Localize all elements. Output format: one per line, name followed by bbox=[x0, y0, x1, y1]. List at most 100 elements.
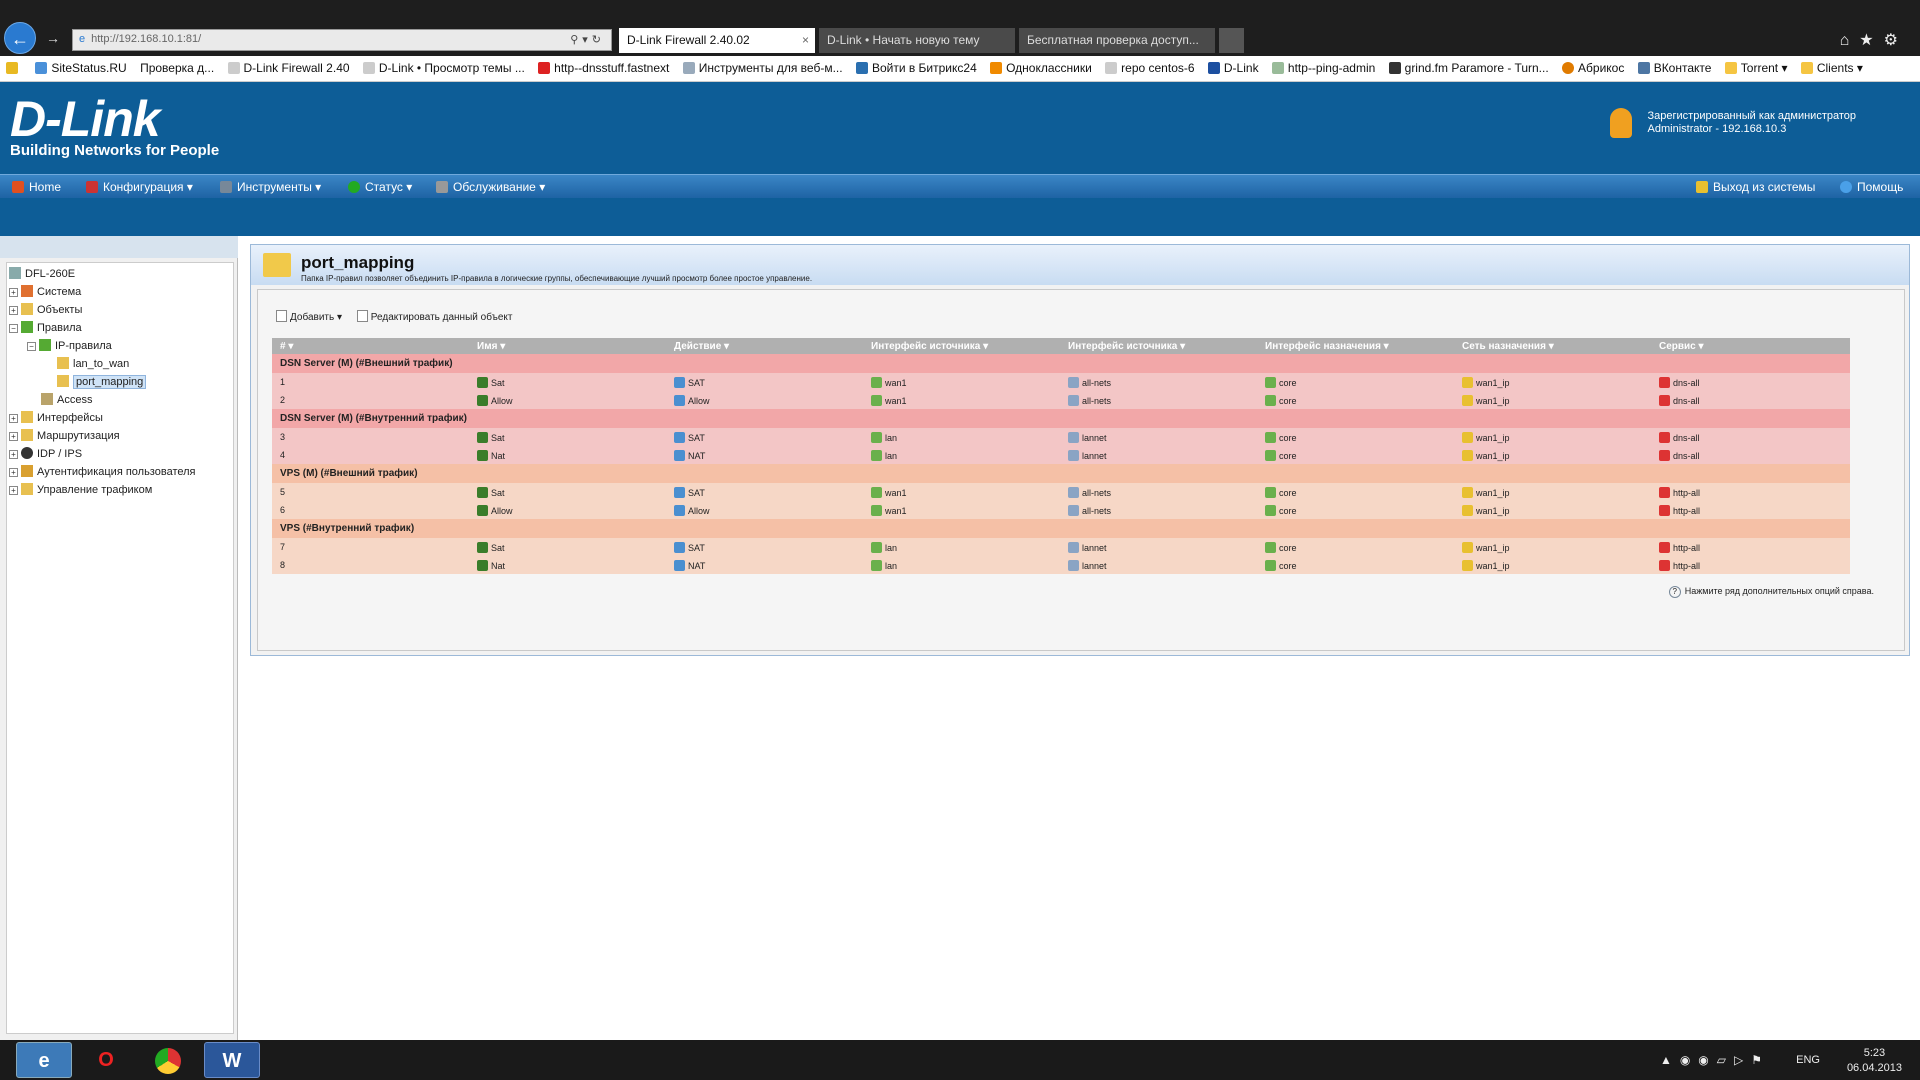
group-row[interactable]: VPS (M) (#Внешний трафик) bbox=[272, 464, 1850, 483]
col-service[interactable]: Сервис ▾ bbox=[1651, 338, 1850, 354]
tree-routing[interactable]: + Маршрутизация bbox=[9, 429, 120, 442]
fav-item[interactable]: SiteStatus.RU bbox=[29, 56, 130, 75]
tree-traffic[interactable]: + Управление трафиком bbox=[9, 483, 152, 496]
col-number[interactable]: # ▾ bbox=[272, 338, 469, 354]
rule-number-cell: 8 bbox=[272, 556, 469, 574]
fav-item[interactable]: Одноклассники bbox=[984, 56, 1096, 75]
col-action[interactable]: Действие ▾ bbox=[666, 338, 863, 354]
table-row[interactable]: 5 Sat SAT wan1 all-nets core wan1_ip http-all bbox=[272, 483, 1850, 501]
fav-item[interactable]: Абрикос bbox=[1556, 56, 1628, 75]
tree-rules[interactable]: − Правила bbox=[9, 321, 82, 334]
table-row[interactable]: 1 Sat SAT wan1 all-nets core wan1_ip dns-all bbox=[272, 373, 1850, 391]
col-name[interactable]: Имя ▾ bbox=[469, 338, 666, 354]
ip-address-icon bbox=[1462, 504, 1473, 516]
tree-access[interactable]: Access bbox=[41, 393, 92, 406]
tab-dlink-firewall[interactable]: D-Link Firewall 2.40.02 × bbox=[619, 28, 815, 53]
expand-icon[interactable]: + bbox=[9, 414, 18, 423]
rule-service-cell: dns-all bbox=[1651, 373, 1850, 391]
col-source-interface[interactable]: Интерфейс источника ▾ bbox=[863, 338, 1060, 354]
rule-source-interface-cell: lan bbox=[863, 446, 1060, 464]
tree-idp-ips[interactable]: + IDP / IPS bbox=[9, 447, 82, 460]
interface-icon bbox=[1265, 431, 1276, 443]
tree-ip-rules[interactable]: − IP-правила bbox=[27, 339, 112, 352]
fav-item[interactable]: http--ping-admin bbox=[1266, 56, 1379, 75]
rule-destination-interface: core bbox=[1279, 542, 1297, 553]
fav-item[interactable]: Clients ▾ bbox=[1795, 56, 1867, 75]
menu-status[interactable]: Статус ▾ bbox=[348, 180, 412, 194]
new-tab-button[interactable] bbox=[1219, 28, 1244, 53]
tab-free-check[interactable]: Бесплатная проверка доступ... bbox=[1019, 28, 1215, 53]
forward-arrow-icon[interactable]: → bbox=[46, 30, 60, 46]
tree-system[interactable]: + Система bbox=[9, 285, 81, 298]
fav-item[interactable]: Torrent ▾ bbox=[1719, 56, 1792, 75]
menu-home[interactable]: Home bbox=[12, 180, 61, 194]
fav-item[interactable]: Инструменты для веб-м... bbox=[677, 56, 847, 75]
chrome-taskbar-icon[interactable] bbox=[140, 1042, 196, 1078]
tree-interfaces[interactable]: + Интерфейсы bbox=[9, 411, 103, 424]
menu-maintenance[interactable]: Обслуживание ▾ bbox=[436, 180, 545, 194]
collapse-icon[interactable]: − bbox=[9, 324, 18, 333]
fav-item[interactable]: Войти в Битрикс24 bbox=[850, 56, 981, 75]
fav-item[interactable]: http--dnsstuff.fastnext bbox=[532, 56, 673, 75]
fav-item[interactable]: ВКонтакте bbox=[1632, 56, 1716, 75]
address-bar[interactable]: e http://192.168.10.1:81/ ⚲▾↻ bbox=[72, 29, 612, 51]
tree-objects[interactable]: + Объекты bbox=[9, 303, 82, 316]
tab-dlink-new-topic[interactable]: D-Link • Начать новую тему bbox=[819, 28, 1015, 53]
group-row[interactable]: VPS (#Внутренний трафик) bbox=[272, 519, 1850, 538]
fav-item[interactable]: Проверка д... bbox=[134, 56, 218, 75]
system-tray-icons[interactable]: ▲◉◉▱▷⚑ bbox=[1659, 1053, 1770, 1067]
table-row[interactable]: 2 Allow Allow wan1 all-nets core wan1_ip dns-al… bbox=[272, 391, 1850, 409]
user-icon bbox=[1610, 108, 1632, 138]
rule-action: NAT bbox=[688, 450, 706, 461]
close-tab-icon[interactable]: × bbox=[801, 33, 809, 47]
expand-icon[interactable]: + bbox=[9, 432, 18, 441]
rule-source-network-cell: all-nets bbox=[1060, 373, 1257, 391]
menu-configuration[interactable]: Конфигурация ▾ bbox=[86, 180, 193, 194]
group-row[interactable]: DSN Server (M) (#Внешний трафик) bbox=[272, 354, 1850, 373]
col-destination-interface[interactable]: Интерфейс назначения ▾ bbox=[1257, 338, 1454, 354]
fav-item[interactable]: D-Link bbox=[1202, 56, 1263, 75]
expand-icon[interactable]: + bbox=[9, 468, 18, 477]
group-row[interactable]: DSN Server (M) (#Внутренний трафик) bbox=[272, 409, 1850, 428]
group-title: VPS (M) (#Внешний трафик) bbox=[280, 468, 418, 479]
expand-icon[interactable]: + bbox=[9, 288, 18, 297]
address-tools-icon[interactable]: ⚲▾↻ bbox=[570, 34, 605, 46]
help-hint[interactable]: ? Нажмите ряд дополнительных опций справа… bbox=[1668, 586, 1874, 598]
language-indicator[interactable]: ENG bbox=[1796, 1054, 1820, 1066]
expand-icon[interactable]: + bbox=[9, 450, 18, 459]
favorites-star-icon[interactable] bbox=[0, 56, 26, 75]
expand-icon[interactable]: + bbox=[9, 306, 18, 315]
col-source-network[interactable]: Интерфейс источника ▾ bbox=[1060, 338, 1257, 354]
fav-item[interactable]: repo centos-6 bbox=[1099, 56, 1198, 75]
fav-item[interactable]: grind.fm Paramore - Turn... bbox=[1383, 56, 1553, 75]
fav-label: ВКонтакте bbox=[1653, 61, 1712, 75]
tree-root[interactable]: DFL-260E bbox=[9, 267, 75, 280]
tree-auth[interactable]: + Аутентификация пользователя bbox=[9, 465, 196, 478]
edit-object-button[interactable]: Редактировать данный объект bbox=[356, 310, 512, 323]
fav-label: http--dnsstuff.fastnext bbox=[554, 61, 670, 75]
word-taskbar-icon[interactable]: W bbox=[204, 1042, 260, 1078]
rule-source-network: lannet bbox=[1082, 542, 1107, 553]
menu-help[interactable]: Помощь bbox=[1840, 180, 1903, 194]
table-row[interactable]: 3 Sat SAT lan lannet core wan1_ip dns-all bbox=[272, 428, 1850, 446]
fav-item[interactable]: D-Link • Просмотр темы ... bbox=[357, 56, 529, 75]
col-destination-network[interactable]: Сеть назначения ▾ bbox=[1454, 338, 1651, 354]
menu-logout[interactable]: Выход из системы bbox=[1696, 180, 1815, 194]
table-row[interactable]: 8 Nat NAT lan lannet core wan1_ip http-all bbox=[272, 556, 1850, 574]
expand-icon[interactable]: + bbox=[9, 486, 18, 495]
table-row[interactable]: 6 Allow Allow wan1 all-nets core wan1_ip http-a… bbox=[272, 501, 1850, 519]
table-row[interactable]: 7 Sat SAT lan lannet core wan1_ip http-all bbox=[272, 538, 1850, 556]
tree-port-mapping[interactable]: port_mapping bbox=[57, 375, 147, 389]
ie-taskbar-icon[interactable]: e bbox=[16, 1042, 72, 1078]
rule-destination-network-cell: wan1_ip bbox=[1454, 428, 1651, 446]
clock[interactable]: 5:23 06.04.2013 bbox=[1847, 1046, 1902, 1076]
fav-item[interactable]: D-Link Firewall 2.40 bbox=[222, 56, 354, 75]
collapse-icon[interactable]: − bbox=[27, 342, 36, 351]
add-button[interactable]: Добавить ▾ bbox=[276, 310, 342, 323]
browser-tool-icons[interactable]: ⌂★⚙ bbox=[1839, 32, 1908, 49]
menu-tools[interactable]: Инструменты ▾ bbox=[220, 180, 321, 194]
table-row[interactable]: 4 Nat NAT lan lannet core wan1_ip dns-all bbox=[272, 446, 1850, 464]
opera-taskbar-icon[interactable]: O bbox=[98, 1049, 114, 1071]
tree-lan-to-wan[interactable]: lan_to_wan bbox=[57, 357, 129, 370]
back-arrow-icon[interactable]: ← bbox=[4, 22, 36, 54]
